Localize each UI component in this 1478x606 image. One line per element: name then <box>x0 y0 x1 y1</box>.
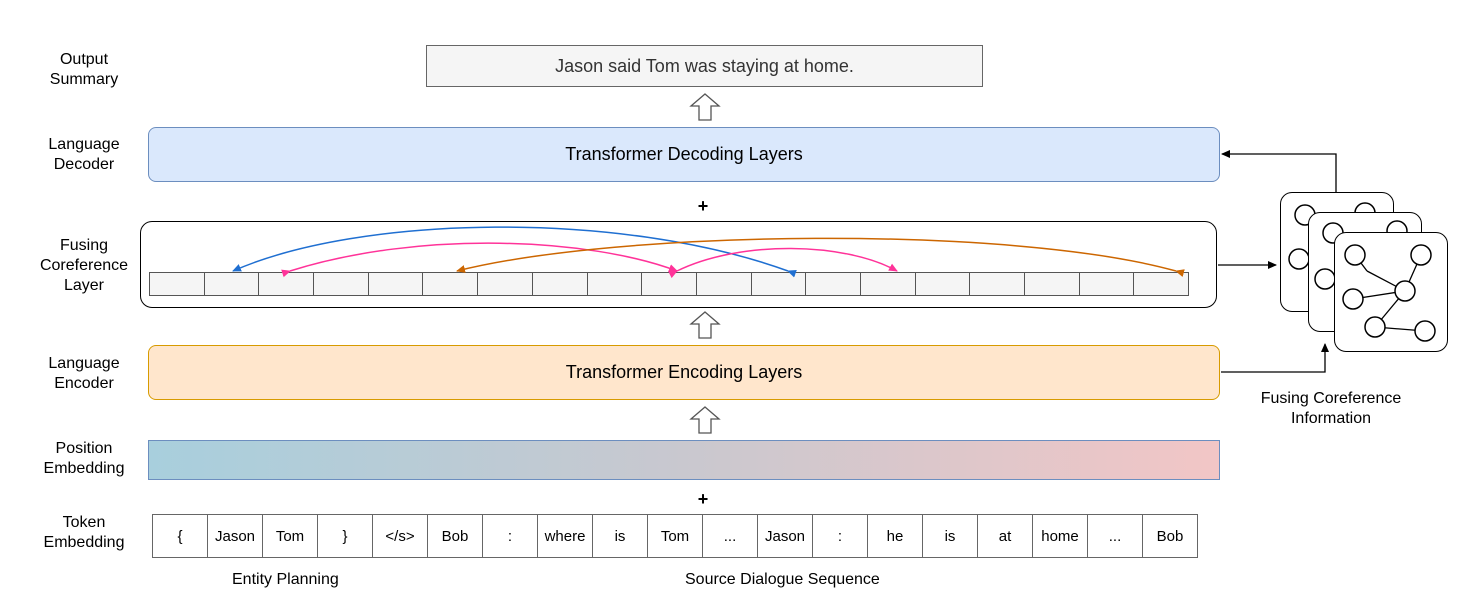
label-position-embedding: Position Embedding <box>43 440 125 477</box>
coref-arc-blue <box>232 226 797 278</box>
output-summary-box: Jason said Tom was staying at home. <box>426 45 983 87</box>
caption-entity-planning: Entity Planning <box>232 571 339 588</box>
hollow-up-arrow-icon <box>689 406 721 434</box>
position-embedding-bar <box>148 440 1220 480</box>
token-cell: is <box>922 514 978 558</box>
token-cell: Jason <box>757 514 813 558</box>
token-cell: he <box>867 514 923 558</box>
token-cell: is <box>592 514 648 558</box>
token-cell: Tom <box>647 514 703 558</box>
output-summary-text: Jason said Tom was staying at home. <box>555 55 854 76</box>
token-cell: home <box>1032 514 1088 558</box>
coreference-graph-icon <box>1342 244 1436 342</box>
plus-symbol-upper: + <box>697 196 709 216</box>
token-cell: : <box>812 514 868 558</box>
connector-graph-to-decoder <box>1221 150 1337 192</box>
coref-arc-pink-right <box>668 247 898 279</box>
fusing-coreference-box <box>140 221 1217 308</box>
token-cell: Jason <box>207 514 263 558</box>
token-cell: at <box>977 514 1033 558</box>
token-cell: Bob <box>1142 514 1198 558</box>
decoder-text: Transformer Decoding Layers <box>565 144 803 164</box>
coref-arc-pink-left <box>281 242 678 278</box>
caption-source-dialogue: Source Dialogue Sequence <box>685 571 880 588</box>
hollow-up-arrow-icon <box>689 93 721 121</box>
hollow-up-arrow-icon <box>689 311 721 339</box>
transformer-decoder-box: Transformer Decoding Layers <box>148 127 1220 182</box>
token-embedding-row: {Jason Tom} </s> Bob: where is Tom... Jason: he i… <box>152 514 1198 558</box>
label-language-decoder: Language Decoder <box>48 136 120 173</box>
token-cell: where <box>537 514 593 558</box>
label-fusing-coreference-layer: Fusing Coreference Layer <box>39 237 129 294</box>
label-token-embedding: Token Embedding <box>43 514 125 551</box>
token-cell: Bob <box>427 514 483 558</box>
connector-encoder-to-graph <box>1221 343 1329 373</box>
transformer-encoder-box: Transformer Encoding Layers <box>148 345 1220 400</box>
graph-card-front <box>1334 232 1448 352</box>
label-output-summary: Output Summary <box>49 51 119 88</box>
token-cell: { <box>152 514 208 558</box>
coref-arc-orange <box>456 237 1185 277</box>
label-language-encoder: Language Encoder <box>48 355 120 392</box>
plus-symbol-lower: + <box>697 489 709 509</box>
fusing-coreference-info-label: Fusing Coreference Information <box>1260 390 1402 427</box>
encoder-text: Transformer Encoding Layers <box>565 362 803 382</box>
